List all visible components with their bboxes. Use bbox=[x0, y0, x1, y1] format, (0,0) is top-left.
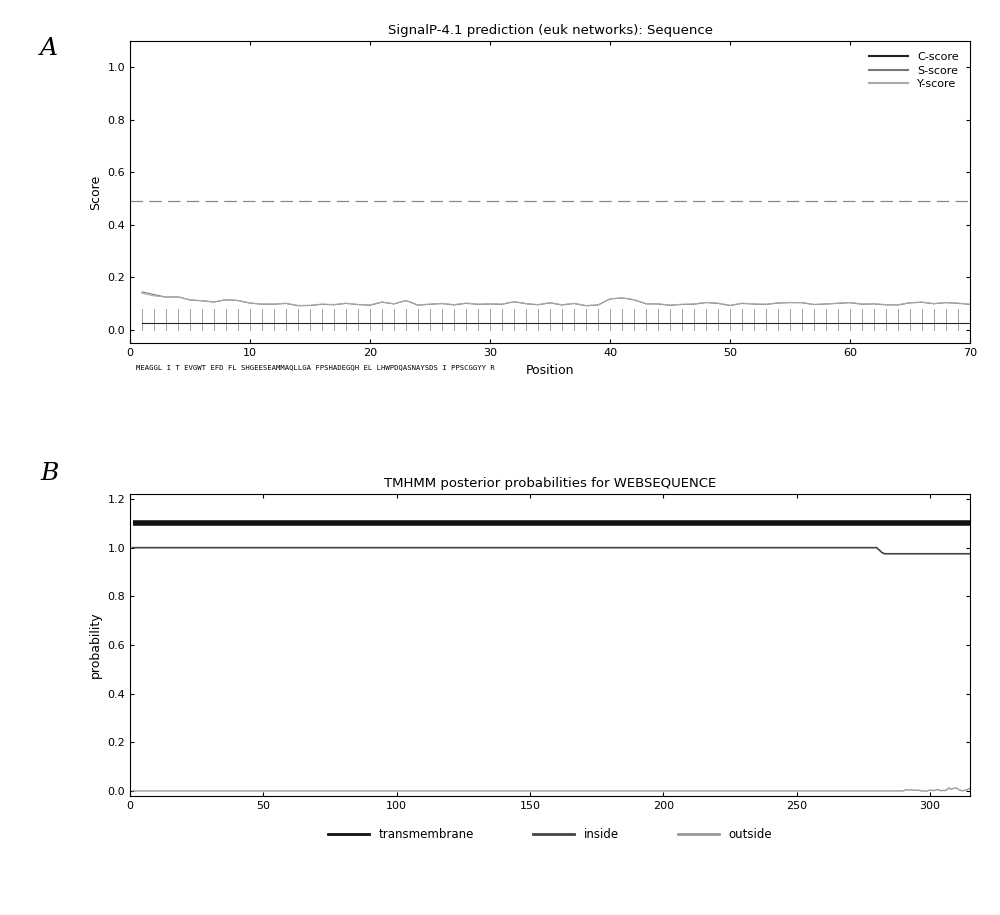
Y-axis label: probability: probability bbox=[89, 612, 102, 678]
Legend: C-score, S-score, Y-score: C-score, S-score, Y-score bbox=[864, 47, 964, 94]
Title: SignalP-4.1 prediction (euk networks): Sequence: SignalP-4.1 prediction (euk networks): S… bbox=[388, 24, 712, 38]
Y-axis label: Score: Score bbox=[89, 175, 102, 210]
Legend: transmembrane, inside, outside: transmembrane, inside, outside bbox=[328, 828, 772, 842]
Text: A: A bbox=[40, 37, 58, 59]
Text: B: B bbox=[40, 462, 58, 485]
Text: MEAGGL I T EVGWT EFD FL SHGEESEAMMAQLLGA FPSHADEGQH EL LHWPDQASNAYSDS I PPSCGGYY: MEAGGL I T EVGWT EFD FL SHGEESEAMMAQLLGA… bbox=[136, 364, 495, 371]
Title: TMHMM posterior probabilities for WEBSEQUENCE: TMHMM posterior probabilities for WEBSEQ… bbox=[384, 477, 716, 490]
X-axis label: Position: Position bbox=[526, 363, 574, 377]
